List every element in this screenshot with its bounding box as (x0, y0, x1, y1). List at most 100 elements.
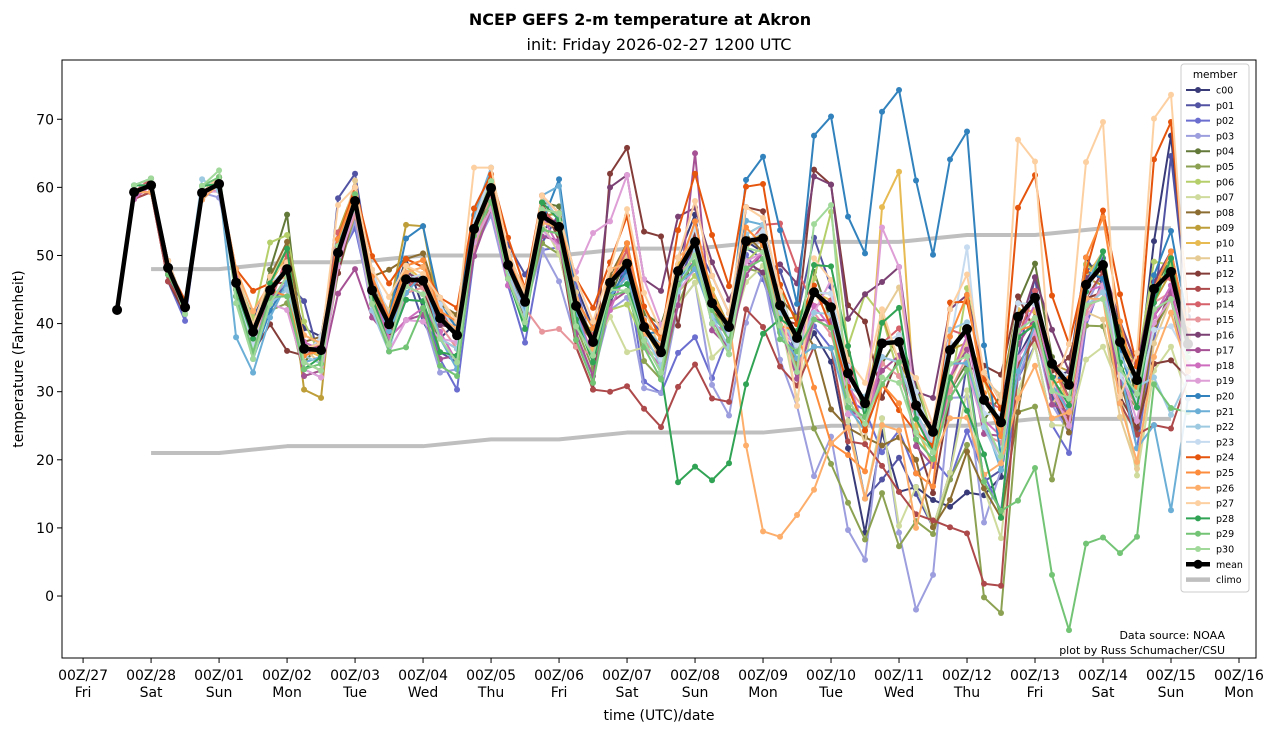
member-point (862, 318, 869, 325)
member-point (964, 244, 971, 251)
member-point (420, 291, 427, 298)
legend-item-p04: p04 (1186, 147, 1234, 158)
member-point (1151, 258, 1158, 265)
member-point (471, 164, 478, 171)
member-point (573, 275, 580, 282)
legend-marker (1195, 423, 1201, 430)
member-point (743, 204, 750, 211)
mean-point (1115, 336, 1126, 347)
member-point (828, 113, 835, 120)
member-point (1168, 507, 1175, 514)
member-point (896, 529, 903, 536)
member-point (148, 175, 155, 182)
member-point (1032, 403, 1039, 410)
legend-item-p16: p16 (1186, 330, 1234, 341)
member-point (488, 178, 495, 185)
member-point (386, 266, 393, 273)
x-tick-label: 00Z/02 (262, 668, 312, 684)
member-point (675, 383, 682, 390)
member-point (828, 276, 835, 283)
mean-point (1132, 375, 1143, 386)
member-point (879, 442, 886, 449)
legend-item-p29: p29 (1186, 529, 1234, 540)
legend-item-p10: p10 (1186, 239, 1234, 250)
member-point (471, 205, 478, 212)
member-point (1083, 356, 1090, 363)
member-point (403, 296, 410, 303)
member-point (1100, 534, 1107, 541)
legend-marker (1195, 194, 1201, 201)
member-point (437, 369, 444, 376)
member-point (1100, 207, 1107, 214)
member-point (607, 184, 614, 191)
member-point (811, 166, 818, 173)
legend-marker (1195, 270, 1201, 277)
member-point (879, 449, 886, 456)
legend-label: p29 (1216, 529, 1234, 540)
legend-marker (1195, 408, 1201, 415)
member-point (794, 368, 801, 375)
member-point (335, 195, 342, 202)
mean-point (809, 287, 820, 298)
member-point (403, 269, 410, 276)
member-point (964, 319, 971, 326)
member-point (301, 298, 308, 305)
legend-label: p24 (1216, 453, 1234, 464)
mean-point (469, 223, 480, 234)
member-point (862, 495, 869, 502)
mean-point (1064, 379, 1075, 390)
member-point (998, 610, 1005, 617)
member-point (1168, 357, 1175, 364)
member-point (284, 306, 291, 313)
member-point (828, 440, 835, 447)
member-point (896, 304, 903, 311)
legend-label: p04 (1216, 147, 1234, 158)
legend-label: p20 (1216, 392, 1234, 403)
legend-label: p03 (1216, 131, 1234, 142)
member-point (811, 132, 818, 139)
y-tick-label: 70 (36, 112, 54, 128)
mean-point (520, 296, 531, 307)
member-point (1049, 422, 1056, 429)
member-point (760, 215, 767, 222)
member-point (947, 496, 954, 503)
member-point (1151, 115, 1158, 122)
mean-point (588, 336, 599, 347)
member-point (862, 291, 869, 298)
mean-point (333, 247, 344, 258)
member-line (116, 176, 1189, 632)
mean-point (367, 285, 378, 296)
member-point (709, 395, 716, 402)
member-point (284, 232, 291, 239)
member-point (522, 339, 529, 346)
y-tick-label: 30 (36, 385, 54, 401)
member-point (709, 259, 716, 266)
member-point (964, 387, 971, 394)
legend-marker (1195, 209, 1201, 216)
legend: member c00 p01 p02 p03 p04 p05 p06 p07 p08 p09 p10… (1180, 63, 1250, 593)
mean-point (112, 304, 123, 315)
member-point (930, 531, 937, 538)
legend-label: p19 (1216, 376, 1234, 387)
member-point (301, 366, 308, 373)
member-point (862, 468, 869, 475)
x-tick-day-label: Tue (342, 685, 367, 701)
member-point (1117, 366, 1124, 373)
member-point (658, 328, 665, 335)
member-point (301, 386, 308, 393)
member-point (1049, 292, 1056, 299)
member-point (250, 369, 257, 376)
member-point (845, 438, 852, 445)
legend-item-p14: p14 (1186, 300, 1234, 311)
x-tick-day-label: Wed (884, 685, 915, 701)
legend-item-p19: p19 (1186, 376, 1234, 387)
legend-label: p12 (1216, 269, 1234, 280)
member-point (930, 394, 937, 401)
member-point (1066, 627, 1073, 634)
member-point (896, 359, 903, 366)
member-point (930, 571, 937, 578)
legend-label: mean (1216, 560, 1243, 571)
member-point (675, 213, 682, 220)
legend-item-p23: p23 (1186, 437, 1234, 448)
legend-marker (1195, 178, 1201, 185)
